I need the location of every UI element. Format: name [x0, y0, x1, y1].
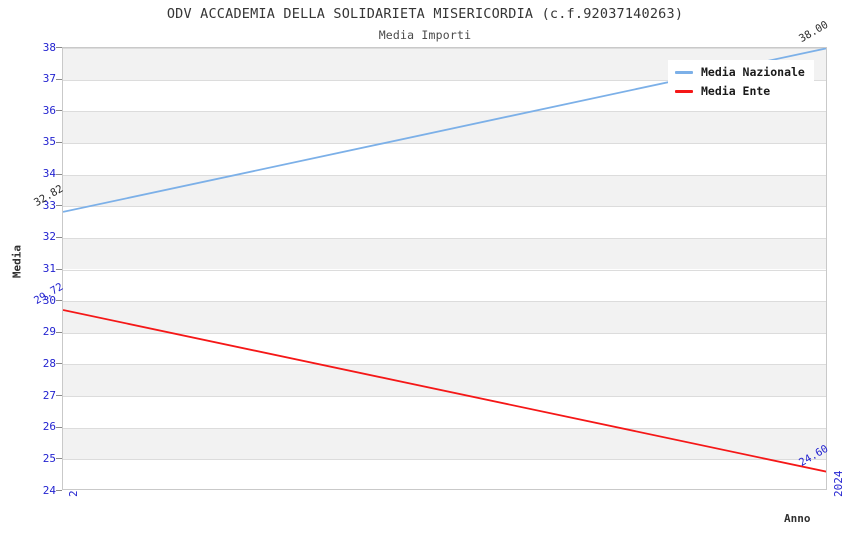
y-tick-label: 26	[42, 420, 56, 434]
y-tick-label: 33	[42, 198, 56, 212]
gridline	[63, 396, 826, 397]
y-tick-mark	[56, 47, 62, 48]
y-tick-mark	[56, 427, 62, 428]
legend-swatch-red	[675, 89, 693, 93]
y-tick-mark	[56, 458, 62, 459]
y-tick-mark	[56, 237, 62, 238]
x-axis-title: Anno	[784, 512, 811, 525]
y-tick-mark	[56, 269, 62, 270]
gridline	[63, 428, 826, 429]
chart-title: ODV ACCADEMIA DELLA SOLIDARIETA MISERICO…	[166, 6, 684, 22]
background-band	[63, 237, 826, 270]
y-tick-label: 30	[42, 293, 56, 307]
y-tick-label: 25	[42, 451, 56, 465]
gridline	[63, 333, 826, 334]
chart-subtitle: Media Importi	[378, 28, 472, 42]
gridline	[63, 111, 826, 112]
legend-item-media-nazionale[interactable]: Media Nazionale	[675, 65, 805, 79]
y-tick-mark	[56, 205, 62, 206]
y-tick-mark	[56, 142, 62, 143]
y-tick-label: 37	[42, 72, 56, 86]
y-tick-mark	[56, 363, 62, 364]
gridline	[63, 206, 826, 207]
y-tick-label: 31	[42, 262, 56, 275]
y-tick-mark	[56, 110, 62, 111]
gridline	[63, 459, 826, 460]
background-band	[63, 174, 826, 207]
y-tick-label: 28	[42, 356, 56, 370]
y-tick-mark	[56, 332, 62, 333]
legend-label-media-ente: Media Ente	[701, 84, 771, 98]
y-tick-label: 38	[42, 40, 56, 54]
series-lines	[63, 48, 826, 473]
gridline	[63, 238, 826, 239]
y-tick-mark	[56, 395, 62, 396]
y-tick-mark	[56, 174, 62, 175]
gridline	[63, 364, 826, 365]
y-tick-label: 24	[42, 483, 56, 497]
y-tick-label: 27	[42, 388, 56, 402]
gridline	[63, 143, 826, 144]
background-band	[63, 111, 826, 143]
legend-swatch-blue	[675, 70, 693, 74]
legend-label-media-nazionale: Media Nazionale	[701, 65, 805, 79]
background-band	[63, 301, 826, 333]
background-band	[63, 427, 826, 460]
y-tick-label: 36	[42, 103, 56, 117]
series-line-media-ente	[63, 309, 826, 473]
legend-item-media-ente[interactable]: Media Ente	[675, 84, 805, 98]
y-tick-mark	[56, 300, 62, 301]
y-tick-label: 35	[42, 135, 56, 149]
y-tick-label: 32	[42, 230, 56, 244]
gridline	[63, 270, 826, 271]
y-tick-label: 29	[42, 325, 56, 339]
y-tick-mark	[56, 79, 62, 80]
gridline	[63, 48, 826, 49]
chart-legend: Media Nazionale Media Ente	[668, 60, 814, 104]
y-tick-label: 34	[42, 167, 56, 181]
y-tick-mark	[56, 490, 62, 491]
gridline	[63, 301, 826, 302]
plot-area	[62, 47, 827, 490]
x-tick-label: 2024	[832, 470, 845, 498]
gridline	[63, 80, 826, 81]
gridline	[63, 175, 826, 176]
